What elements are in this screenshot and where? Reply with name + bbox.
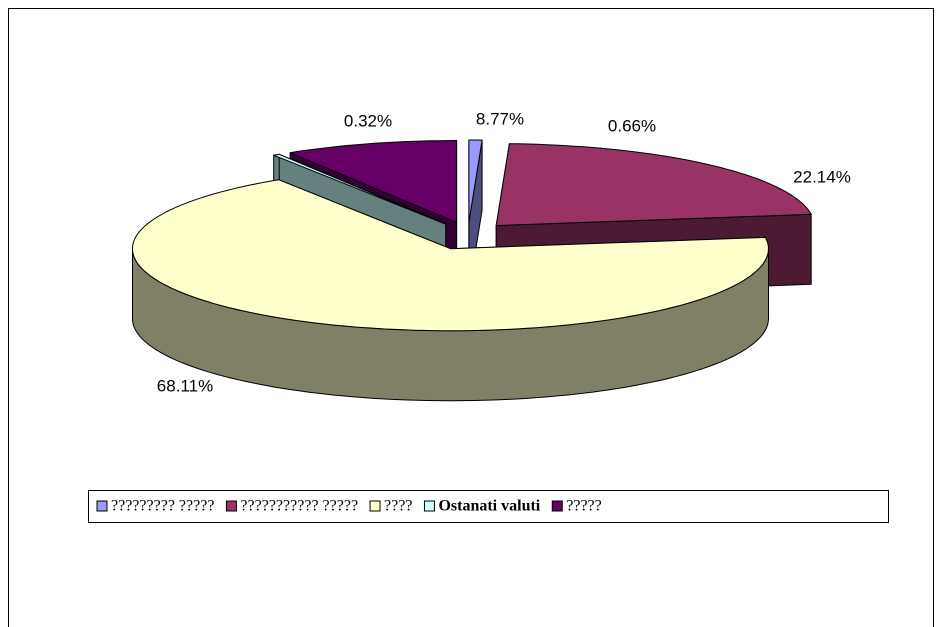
data-label: 0.32% — [344, 111, 392, 130]
legend-swatch — [551, 500, 563, 512]
slice-top — [132, 179, 769, 332]
legend-swatch — [96, 500, 108, 512]
data-label: 22.14% — [793, 167, 851, 186]
slice-top — [468, 139, 483, 223]
data-label: 8.77% — [476, 109, 524, 128]
pie-slice — [132, 179, 769, 402]
data-label: 0.66% — [608, 116, 656, 135]
legend-label: Ostanati valuti — [438, 498, 540, 515]
legend-label: ???? — [384, 498, 412, 515]
slice-top — [289, 140, 458, 223]
legend-swatch — [225, 500, 237, 512]
legend-swatch — [369, 500, 381, 512]
legend-label: ????????? ????? — [111, 498, 214, 515]
legend-box — [88, 490, 889, 523]
data-label: 68.11% — [157, 376, 213, 395]
legend-swatch — [423, 500, 435, 512]
slice-top — [495, 143, 812, 227]
legend-label: ??????????? ????? — [240, 498, 358, 515]
slice-top — [273, 153, 447, 225]
legend-label: ????? — [566, 498, 602, 515]
